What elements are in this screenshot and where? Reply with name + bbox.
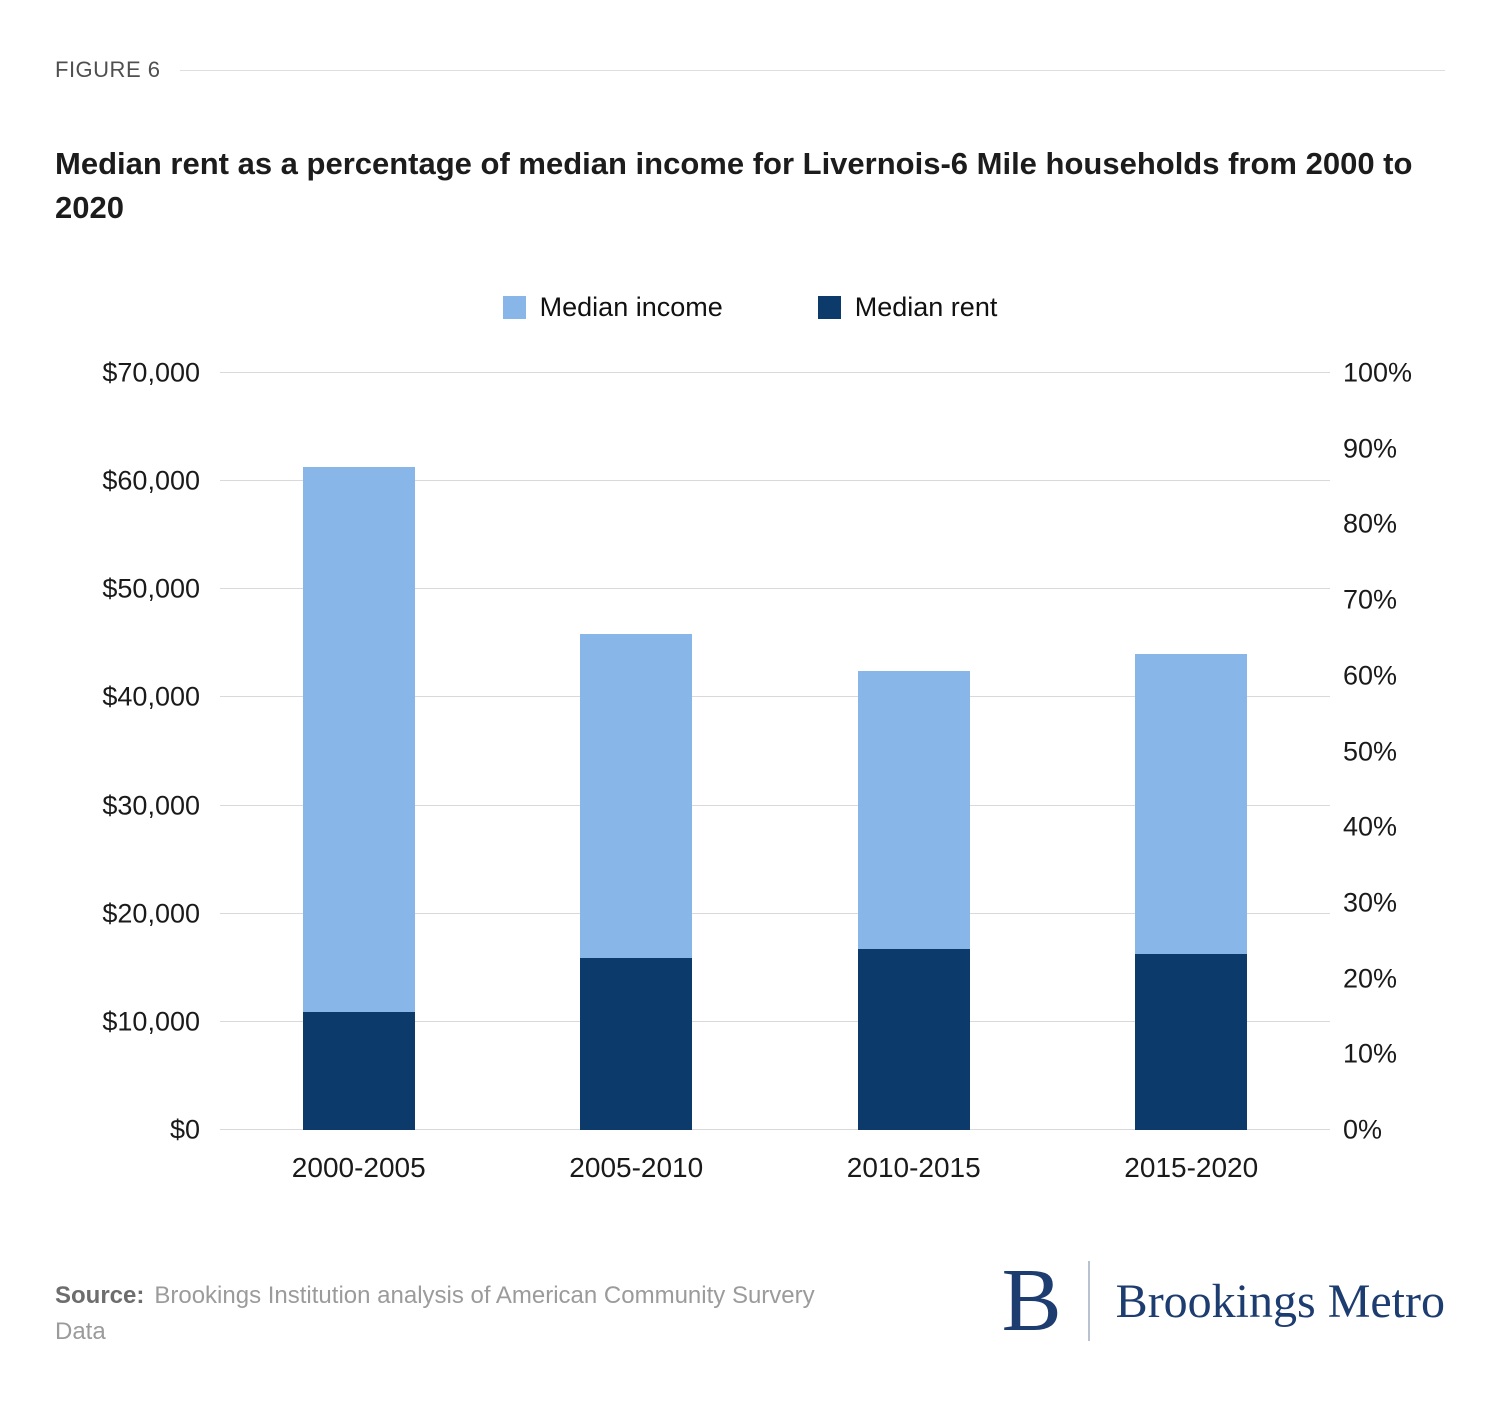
plot-area — [220, 372, 1331, 1130]
brookings-wordmark: Brookings Metro — [1115, 1274, 1445, 1328]
bar-group-2005-2010 — [498, 373, 776, 1130]
y-axis-right-tick: 70% — [1343, 584, 1398, 615]
y-axis-left: $70,000 $60,000 $50,000 $40,000 $30,000 $20,0… — [30, 358, 200, 1145]
gridline — [220, 912, 1330, 914]
y-axis-right-tick: 20% — [1343, 963, 1398, 994]
gridline — [220, 588, 1330, 590]
figure-label: FIGURE 6 — [55, 57, 161, 82]
x-axis-tick: 2015-2020 — [1124, 1152, 1259, 1183]
gridline — [220, 696, 1330, 698]
y-axis-right-tick: 80% — [1343, 508, 1398, 539]
y-axis-left-tick: $20,000 — [102, 898, 200, 929]
legend-label: Median income — [539, 292, 723, 322]
brookings-logo-mark: B — [1001, 1251, 1062, 1350]
logo-divider — [1087, 1261, 1090, 1341]
figure-rule — [180, 69, 1445, 71]
bar-median-rent — [1135, 953, 1248, 1130]
figure-header: FIGURE 6 — [55, 57, 1445, 83]
y-axis-right: 100% 90% 80% 70% 60% 50% 40% 30% 20% 10% 0% — [1343, 358, 1453, 1145]
bar-median-income — [580, 633, 693, 1130]
y-axis-left-tick: $10,000 — [102, 1006, 200, 1037]
bar-median-rent — [857, 949, 970, 1130]
y-axis-left-tick: $30,000 — [102, 790, 200, 821]
bar-median-income — [302, 467, 415, 1130]
x-axis-tick: 2000-2005 — [291, 1152, 426, 1183]
gridline — [220, 804, 1330, 806]
x-axis-tick: 2010-2015 — [846, 1152, 981, 1183]
gridline — [220, 1020, 1330, 1022]
y-axis-right-tick: 30% — [1343, 887, 1398, 918]
y-axis-right-tick: 0% — [1343, 1114, 1383, 1145]
y-axis-right-tick: 100% — [1343, 357, 1413, 388]
y-axis-right-tick: 40% — [1343, 811, 1398, 842]
y-axis-right-tick: 50% — [1343, 736, 1398, 766]
bar-median-rent — [302, 1012, 415, 1130]
gridline — [220, 1129, 1330, 1130]
y-axis-left-tick: $50,000 — [102, 573, 200, 604]
legend-item-median-income: Median income — [502, 292, 723, 323]
source-text: Brookings Institution analysis of Americ… — [55, 1282, 815, 1345]
y-axis-left-tick: $70,000 — [102, 357, 200, 388]
bar-median-rent — [580, 958, 693, 1130]
bar-group-2000-2005 — [220, 373, 498, 1130]
source-note: Source: Brookings Institution analysis of… — [55, 1278, 855, 1350]
bar-median-income — [1135, 654, 1248, 1130]
x-axis: 2000-2005 2005-2010 2010-2015 2015-2020 — [220, 1152, 1330, 1194]
y-axis-right-tick: 60% — [1343, 660, 1398, 691]
chart-title: Median rent as a percentage of median in… — [55, 146, 1413, 226]
legend-label: Median rent — [854, 292, 998, 322]
source-label: Source: — [55, 1282, 145, 1309]
gridline — [220, 372, 1330, 373]
legend-item-median-rent: Median rent — [817, 292, 998, 323]
bar-median-income — [857, 671, 970, 1130]
y-axis-right-tick: 10% — [1343, 1038, 1398, 1069]
legend-swatch-median-rent — [817, 296, 841, 319]
y-axis-left-tick: $0 — [169, 1114, 200, 1145]
x-axis-tick: 2005-2010 — [569, 1152, 704, 1183]
bar-group-2015-2020 — [1053, 373, 1331, 1130]
gridline — [220, 480, 1330, 482]
legend-swatch-median-income — [502, 296, 526, 319]
y-axis-left-tick: $40,000 — [102, 681, 200, 712]
brookings-logo: B Brookings Metro — [1002, 1256, 1445, 1346]
bar-group-2010-2015 — [775, 373, 1053, 1130]
y-axis-left-tick: $60,000 — [102, 465, 200, 496]
chart-legend: Median income Median rent — [0, 292, 1500, 323]
y-axis-right-tick: 90% — [1343, 433, 1398, 464]
